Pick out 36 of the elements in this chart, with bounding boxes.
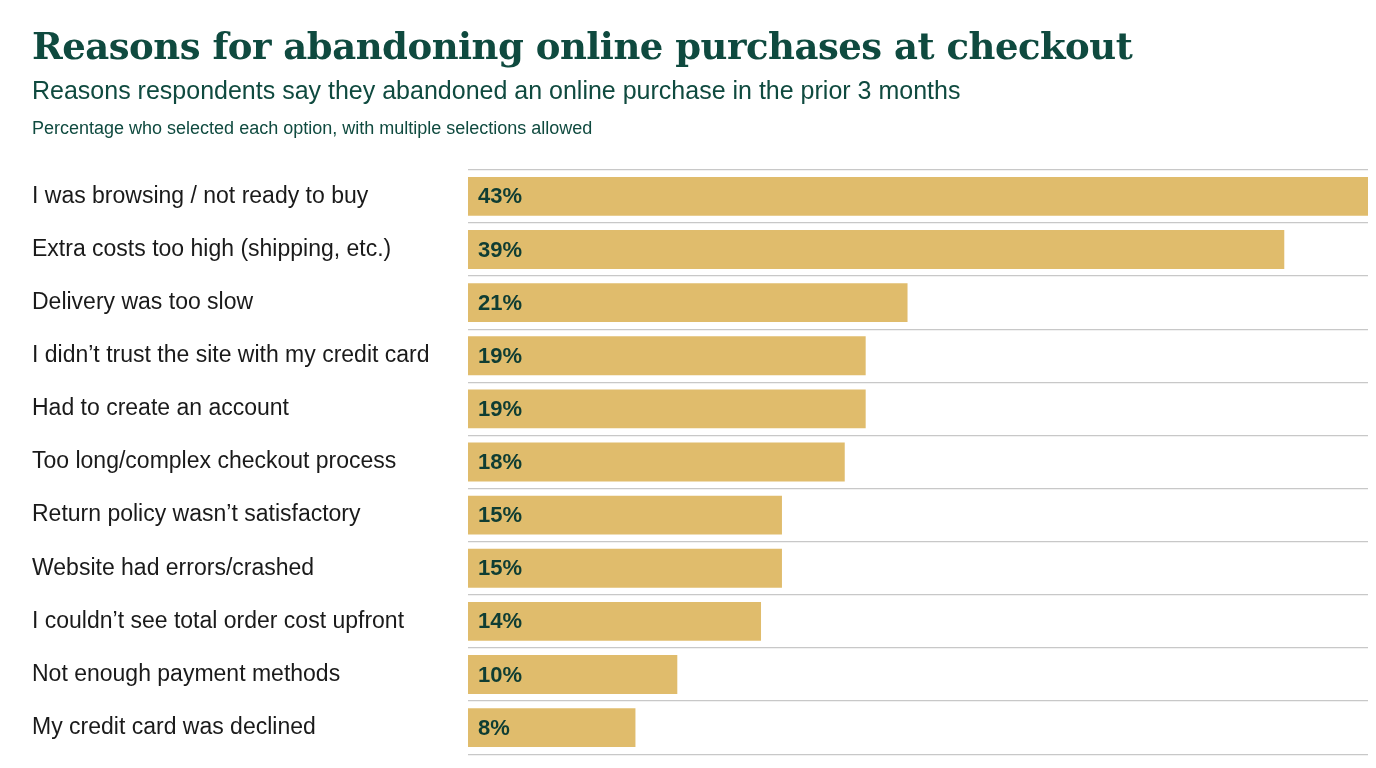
data-label: 39% (478, 236, 523, 262)
data-label: 43% (478, 183, 523, 209)
y-tick-label: Too long/complex checkout process (32, 447, 397, 474)
y-tick-label: My credit card was declined (32, 712, 316, 739)
data-label: 19% (478, 342, 523, 368)
bar (468, 336, 866, 376)
data-label: 15% (478, 555, 523, 581)
data-label: 21% (478, 289, 523, 315)
y-tick-label: I was browsing / not ready to buy (32, 181, 369, 208)
chart-subtitle: Reasons respondents say they abandoned an online purchase in the prior 3 months (32, 76, 961, 105)
data-label: 19% (478, 395, 523, 421)
data-label: 14% (478, 608, 523, 634)
data-label: 10% (478, 661, 523, 687)
chart-title: Reasons for abandoning online purchases at checkout (32, 24, 1133, 68)
bar (468, 655, 678, 694)
y-tick-label: Not enough payment methods (32, 659, 341, 686)
bar (468, 230, 1285, 269)
data-label: 18% (478, 449, 523, 475)
y-tick-label: Website had errors/crashed (32, 553, 315, 580)
bar (468, 495, 782, 535)
bar (468, 283, 908, 323)
data-label: 15% (478, 502, 523, 528)
y-tick-label: Had to create an account (32, 394, 290, 421)
bar (468, 389, 866, 429)
text: Percentage who selected each option, with multiple selections allowed (32, 118, 593, 139)
bar (468, 601, 762, 641)
data-label: 8% (478, 714, 510, 740)
y-tick-label: I couldn’t see total order cost upfront (32, 606, 405, 633)
bar (468, 442, 845, 482)
bar (468, 176, 1368, 216)
y-tick-label: Return policy wasn’t satisfactory (32, 500, 362, 527)
y-tick-label: Delivery was too slow (32, 287, 254, 314)
y-tick-label: Extra costs too high (shipping, etc.) (32, 234, 392, 261)
y-tick-label: I didn’t trust the site with my credit card (32, 341, 430, 368)
bar (468, 548, 782, 588)
bar (468, 708, 636, 748)
